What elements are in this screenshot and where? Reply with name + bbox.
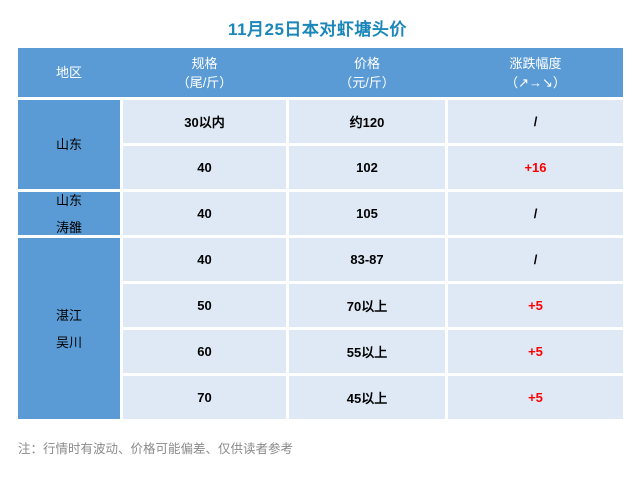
- price-cell: 102: [289, 146, 445, 189]
- spec-cell: 40: [123, 146, 286, 189]
- table-header-row: 地区 规格 （尾/斤） 价格 （元/斤） 涨跌幅度 （↗→↘）: [18, 48, 623, 97]
- header-cell-price: 价格 （元/斤）: [289, 48, 445, 97]
- price-cell: 70以上: [289, 284, 445, 327]
- region-cell: 山东: [18, 100, 120, 189]
- region-name-line: 山东: [55, 137, 82, 152]
- header-cell-region: 地区: [18, 48, 120, 97]
- header-spec-unit: （尾/斤）: [176, 74, 233, 90]
- header-cell-change: 涨跌幅度 （↗→↘）: [448, 48, 623, 97]
- price-table-body: 山东 30以内 约120/40 102 +16 山东 涛雒 40 105/湛江 吴川 40 83-87…: [18, 100, 623, 419]
- price-cell: 约120: [289, 100, 445, 143]
- change-cell: +5: [448, 284, 623, 327]
- price-cell: 105: [289, 192, 445, 235]
- change-cell: /: [448, 238, 623, 281]
- spec-cell: 30以内: [123, 100, 286, 143]
- region-name-line: 湛江: [55, 307, 82, 323]
- change-cell: /: [448, 100, 623, 143]
- change-cell: /: [448, 192, 623, 235]
- header-region-label: 地区: [55, 65, 82, 80]
- price-cell: 45以上: [289, 376, 445, 419]
- header-change-arrows: （↗→↘）: [505, 74, 566, 90]
- price-cell: 55以上: [289, 330, 445, 373]
- region-cell: 湛江 吴川: [18, 238, 120, 419]
- spec-cell: 50: [123, 284, 286, 327]
- spec-cell: 60: [123, 330, 286, 373]
- change-cell: +5: [448, 330, 623, 373]
- header-price-unit: （元/斤）: [339, 74, 395, 90]
- change-cell: +16: [448, 146, 623, 189]
- region-cell: 山东 涛雒: [18, 192, 120, 235]
- page-title: 11月25日本对虾塘头价: [228, 20, 407, 39]
- region-name-line: 吴川: [55, 334, 82, 350]
- spec-cell: 40: [123, 238, 286, 281]
- spec-cell: 70: [123, 376, 286, 419]
- region-name-line: 山东: [55, 192, 82, 208]
- header-spec-label: 规格: [191, 55, 218, 71]
- spec-cell: 40: [123, 192, 286, 235]
- header-cell-spec: 规格 （尾/斤）: [123, 48, 286, 97]
- header-price-label: 价格: [353, 55, 380, 71]
- price-table: 地区 规格 （尾/斤） 价格 （元/斤） 涨跌幅度 （↗→↘） 山东 30以内 约1…: [18, 48, 623, 419]
- footnote: 注：行情时有波动、价格可能偏差、仅供读者参考: [18, 442, 294, 456]
- change-cell: +5: [448, 376, 623, 419]
- price-cell: 83-87: [289, 238, 445, 281]
- region-name-line: 涛雒: [55, 219, 82, 235]
- header-change-label: 涨跌幅度: [509, 55, 562, 71]
